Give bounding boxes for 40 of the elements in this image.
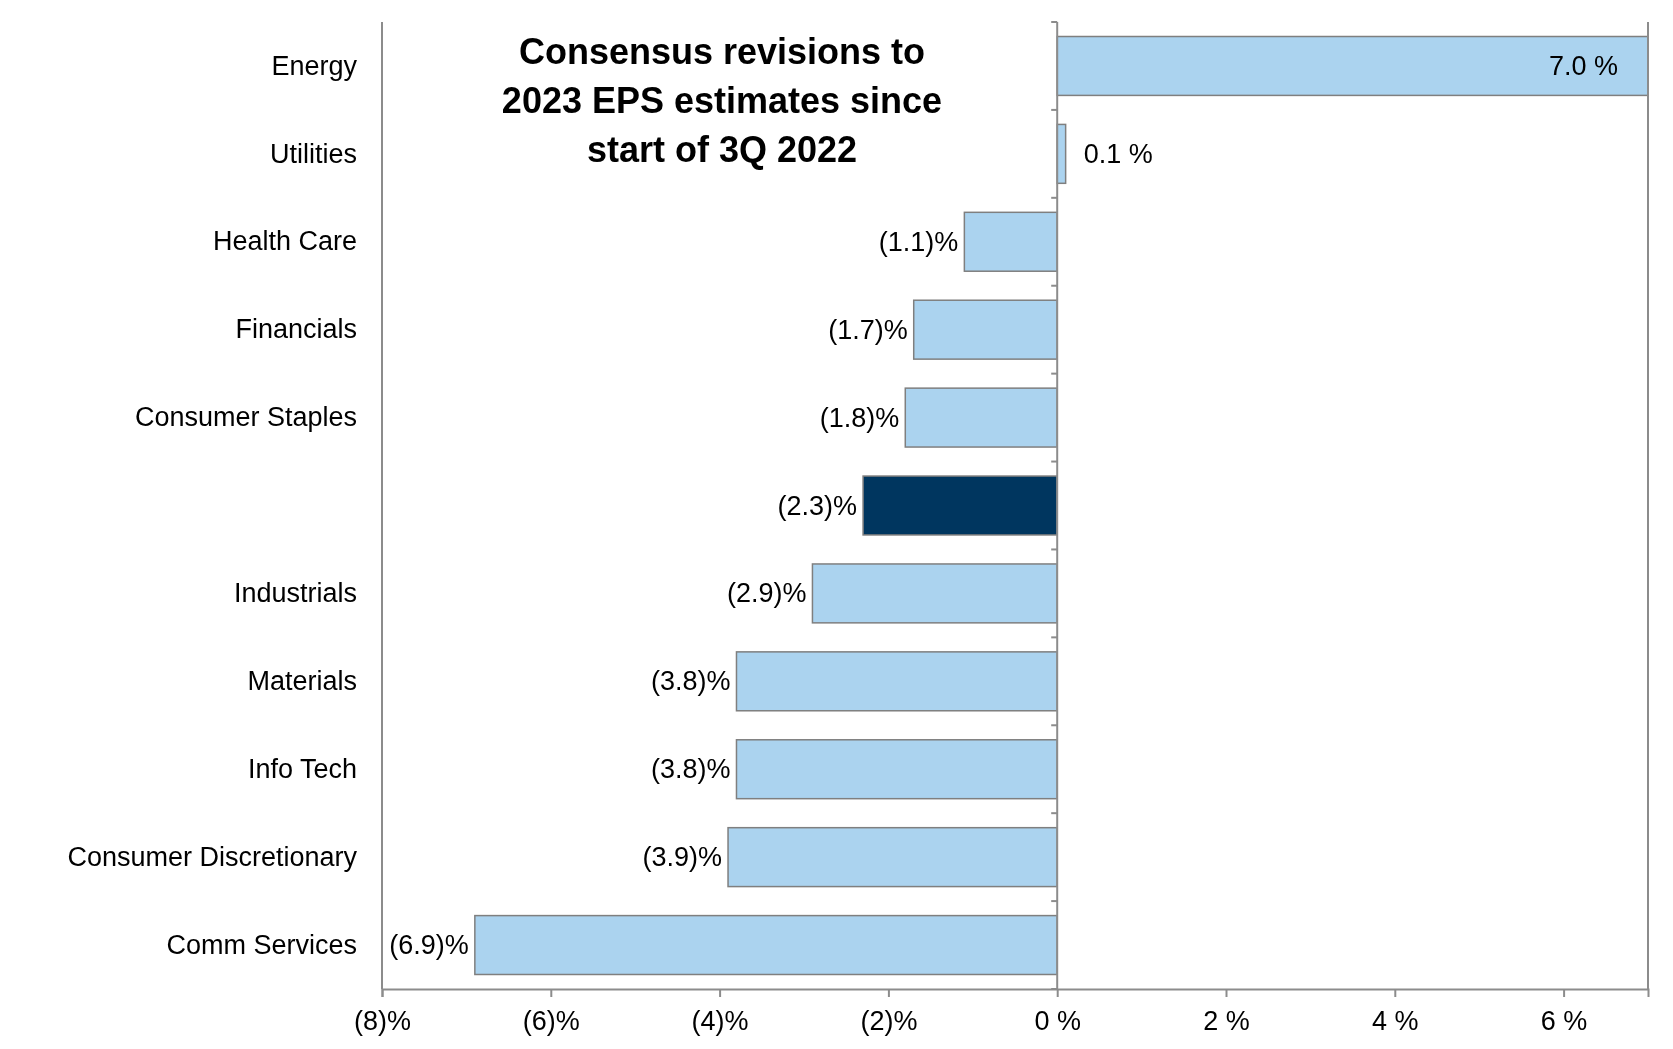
y-tick-label: Comm Services — [166, 929, 357, 960]
bar — [474, 914, 1058, 976]
y-tick-label: Health Care — [212, 226, 357, 257]
bar — [912, 299, 1058, 360]
data-label: (1.1)% — [878, 226, 959, 257]
x-tick-label: (4)% — [691, 1005, 749, 1036]
data-label: 0.1 % — [1083, 138, 1153, 169]
bar — [963, 211, 1058, 272]
y-tick-label: Industrials — [233, 578, 357, 609]
bar — [1056, 35, 1648, 97]
y-tick-label: Consumer Staples — [134, 402, 357, 433]
data-label: (1.7)% — [828, 314, 908, 345]
bar — [811, 563, 1058, 624]
bar — [862, 475, 1058, 536]
y-tick-label: Energy — [271, 50, 358, 81]
bar — [904, 387, 1058, 448]
x-tick-label: 4 % — [1372, 1005, 1419, 1036]
x-tick-label: 6 % — [1540, 1005, 1588, 1036]
data-label: (6.9)% — [389, 930, 469, 961]
bar — [735, 651, 1058, 712]
data-label: (3.8)% — [650, 754, 731, 785]
y-tick-label: Info Tech — [247, 753, 357, 784]
bar — [735, 739, 1058, 800]
x-tick-label: (2)% — [860, 1005, 918, 1036]
x-tick-label: 0 % — [1034, 1005, 1081, 1036]
data-label: (3.9)% — [642, 842, 723, 873]
y-tick-label: Financials — [235, 314, 357, 345]
data-label: (3.8)% — [650, 666, 731, 697]
data-label: (1.8)% — [819, 402, 900, 433]
y-tick-label: Materials — [247, 665, 357, 696]
x-tick-label: (6)% — [522, 1005, 580, 1036]
x-tick-label: 2 % — [1203, 1005, 1250, 1036]
y-tick-label: Consumer Discretionary — [67, 841, 358, 872]
data-label: (2.3)% — [777, 490, 858, 521]
bar — [727, 826, 1058, 888]
y-tick-label: Utilities — [269, 138, 357, 169]
text: Consensus revisions to 2023 EPS estimates since start of 3Q 2022 — [501, 31, 943, 170]
data-label: 7.0 % — [1548, 50, 1618, 81]
x-tick-label: (8)% — [353, 1005, 412, 1036]
data-label: (2.9)% — [726, 578, 807, 609]
